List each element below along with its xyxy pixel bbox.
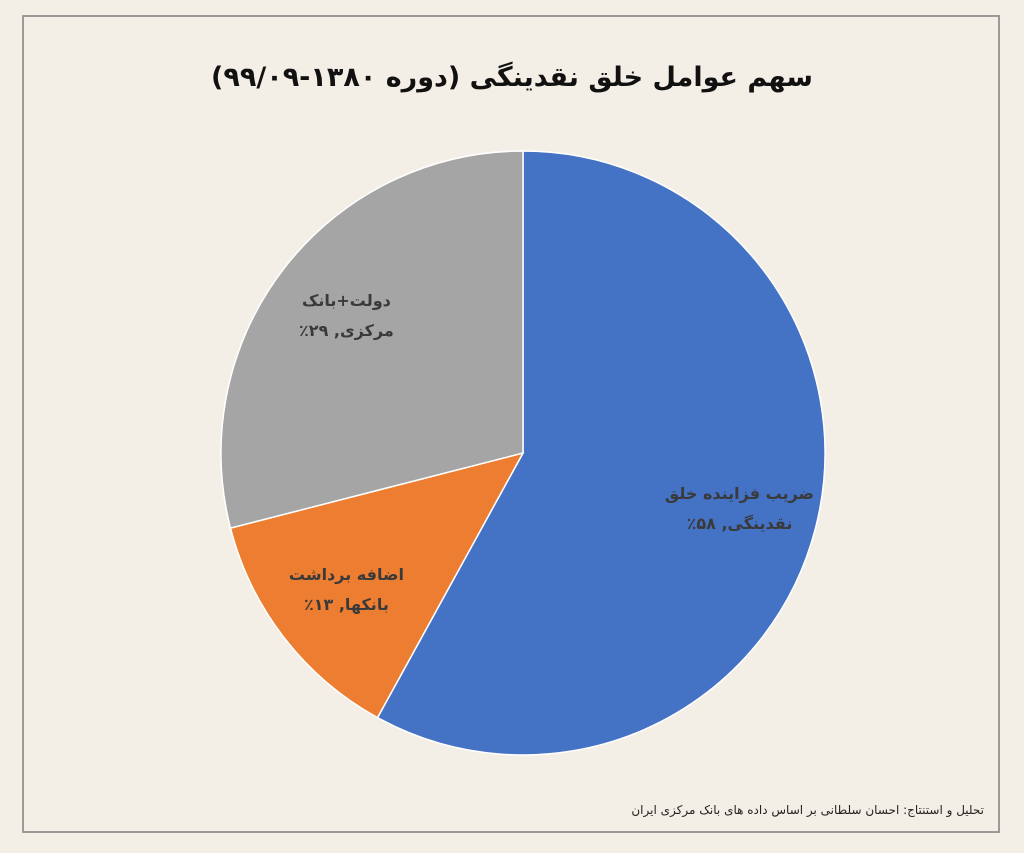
- data-label: اضافه برداشت بانکها, ۱۳٪: [288, 564, 404, 614]
- data-label: دولت+بانک مرکزی, ۲۹٪: [299, 291, 394, 341]
- pie-slice: [229, 451, 525, 719]
- chart-title: سهم عوامل خلق نقدینگی (دوره ۱۳۸۰-۹۹/۰۹): [211, 62, 813, 93]
- frame: [22, 15, 1000, 833]
- footnote: تحلیل و استنتاج: احسان سلطانی بر اساس دا…: [631, 803, 984, 817]
- pie-slice: [376, 150, 826, 756]
- data-label: ضریب فزاینده خلق نقدینگی, ۵۸٪: [664, 483, 815, 533]
- pie-slice: [220, 150, 524, 530]
